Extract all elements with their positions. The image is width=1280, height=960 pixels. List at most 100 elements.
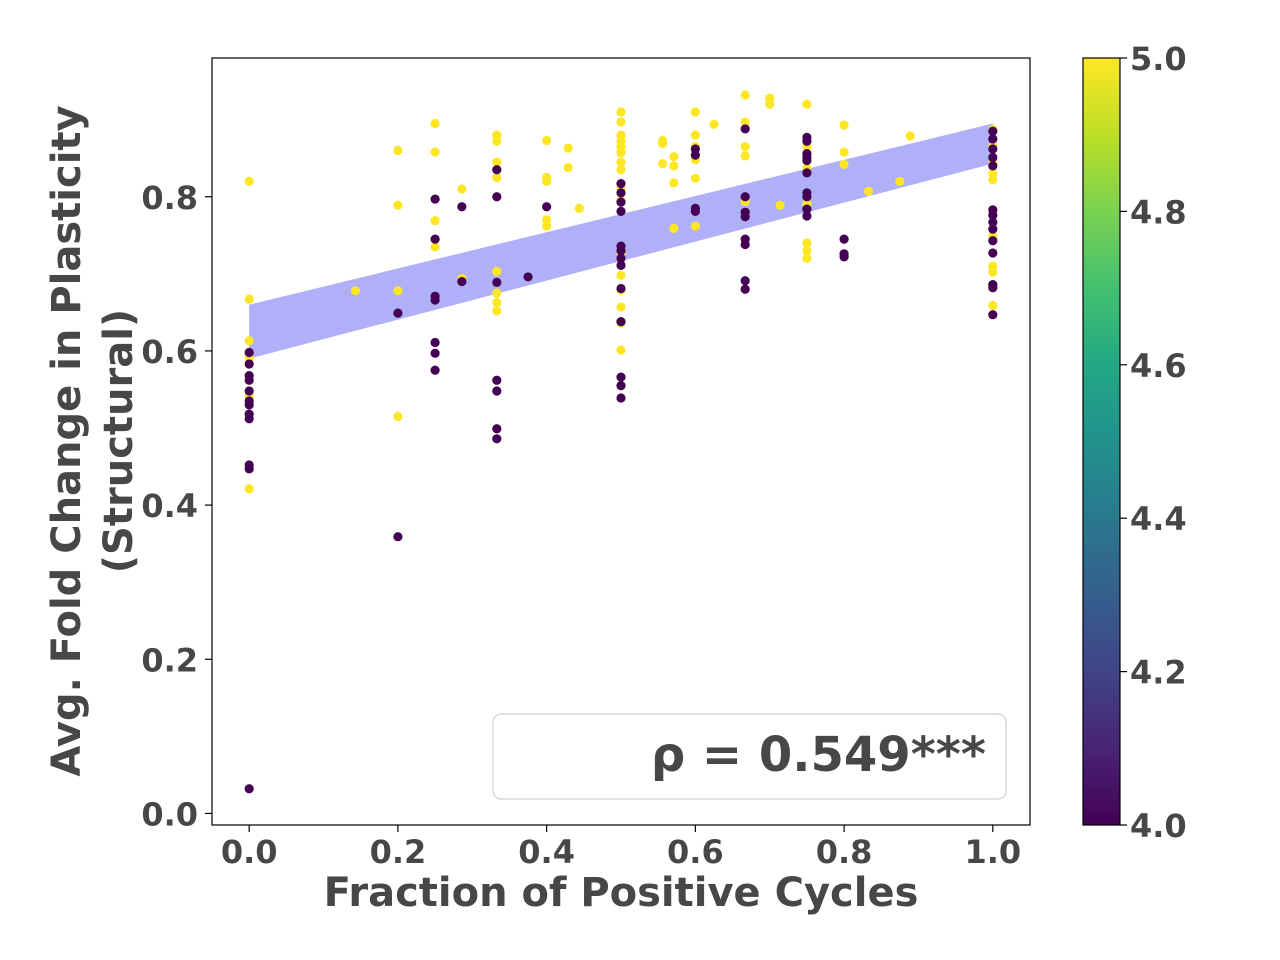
data-point bbox=[690, 130, 700, 140]
data-point bbox=[616, 246, 626, 256]
data-point bbox=[616, 107, 626, 117]
data-point bbox=[988, 300, 998, 311]
data-point bbox=[839, 159, 849, 169]
data-point bbox=[802, 136, 812, 146]
data-point bbox=[740, 90, 750, 100]
data-point bbox=[765, 99, 775, 109]
data-point bbox=[802, 238, 812, 248]
data-point bbox=[430, 234, 440, 244]
data-point bbox=[393, 532, 403, 542]
data-point bbox=[988, 248, 998, 258]
data-point bbox=[740, 124, 750, 134]
colorbar-gradient bbox=[1082, 57, 1121, 826]
x-tick-label: 0.4 bbox=[518, 833, 575, 871]
data-point bbox=[740, 239, 750, 250]
x-tick-label: 1.0 bbox=[964, 833, 1021, 871]
data-point bbox=[988, 161, 998, 171]
annotation-box: ρ = 0.549*** bbox=[492, 713, 1007, 800]
data-point bbox=[616, 117, 626, 127]
data-point bbox=[492, 277, 502, 287]
data-point bbox=[244, 386, 254, 396]
data-point bbox=[740, 142, 750, 152]
colorbar-tick-label: 4.4 bbox=[1130, 500, 1187, 538]
data-point bbox=[839, 252, 849, 262]
data-point bbox=[542, 176, 552, 186]
data-point bbox=[669, 178, 679, 188]
data-point bbox=[492, 297, 502, 307]
y-tick-label: 0.0 bbox=[141, 795, 198, 833]
colorbar-tick-label: 4.0 bbox=[1130, 807, 1187, 845]
colorbar-tick-label: 5.0 bbox=[1130, 40, 1187, 78]
data-point bbox=[492, 192, 502, 202]
plot-area bbox=[211, 57, 1031, 826]
y-axis-title: Avg. Fold Change in Plasticity (Structur… bbox=[44, 105, 142, 776]
data-point bbox=[988, 175, 998, 185]
data-point bbox=[393, 200, 403, 210]
data-point bbox=[690, 107, 700, 117]
data-point bbox=[616, 283, 626, 294]
data-point bbox=[988, 217, 998, 227]
data-point bbox=[574, 203, 584, 213]
data-point bbox=[492, 375, 502, 385]
data-point bbox=[616, 372, 626, 382]
data-point bbox=[988, 144, 998, 154]
y-axis: 0.0 0.2 0.4 0.6 0.8 bbox=[141, 179, 212, 833]
data-point bbox=[616, 179, 626, 189]
data-point bbox=[563, 143, 573, 153]
colorbar-tick-label: 4.8 bbox=[1130, 193, 1187, 231]
data-point bbox=[492, 386, 502, 396]
data-point bbox=[393, 308, 403, 318]
data-point bbox=[492, 136, 502, 146]
data-point bbox=[244, 464, 254, 474]
data-point bbox=[393, 286, 403, 296]
data-point bbox=[988, 152, 998, 163]
data-point bbox=[740, 117, 750, 127]
data-point bbox=[492, 266, 502, 277]
data-point bbox=[988, 310, 998, 320]
data-point bbox=[492, 157, 502, 167]
data-point bbox=[430, 337, 440, 348]
data-point bbox=[802, 253, 812, 264]
data-point bbox=[430, 118, 440, 129]
data-point bbox=[542, 221, 552, 231]
data-point bbox=[542, 135, 552, 146]
data-point bbox=[492, 165, 502, 175]
data-point bbox=[430, 194, 440, 204]
data-point bbox=[244, 347, 254, 358]
data-point bbox=[393, 145, 403, 156]
data-point bbox=[802, 204, 812, 214]
y-tick-label: 0.2 bbox=[141, 641, 198, 679]
y-tick-label: 0.4 bbox=[141, 487, 198, 525]
x-axis: 0.0 0.2 0.4 0.6 0.8 1.0 bbox=[221, 825, 1021, 871]
data-point bbox=[563, 162, 573, 173]
data-point bbox=[690, 173, 700, 183]
data-point bbox=[523, 272, 533, 282]
data-point bbox=[988, 134, 998, 144]
data-point bbox=[740, 151, 750, 161]
x-tick-label: 0.2 bbox=[370, 833, 427, 871]
data-point bbox=[709, 119, 719, 129]
data-point bbox=[616, 381, 626, 391]
data-point bbox=[492, 288, 502, 298]
data-point bbox=[839, 234, 849, 244]
data-point bbox=[658, 138, 668, 149]
colorbar: 4.0 4.2 4.4 4.6 4.8 5.0 bbox=[1082, 40, 1187, 845]
data-point bbox=[616, 165, 626, 175]
data-point bbox=[802, 155, 812, 166]
data-point bbox=[616, 206, 626, 216]
data-point bbox=[616, 157, 626, 167]
data-point bbox=[740, 276, 750, 286]
data-point bbox=[616, 260, 626, 270]
data-point bbox=[244, 176, 254, 186]
x-tick-label: 0.8 bbox=[816, 833, 873, 871]
data-point bbox=[350, 286, 361, 296]
annotation-background bbox=[492, 713, 1007, 800]
data-point bbox=[616, 302, 626, 312]
data-point bbox=[393, 411, 403, 422]
data-point bbox=[430, 348, 440, 358]
data-point bbox=[616, 270, 626, 280]
data-point bbox=[430, 147, 440, 157]
data-point bbox=[864, 186, 874, 196]
data-point bbox=[244, 359, 254, 369]
